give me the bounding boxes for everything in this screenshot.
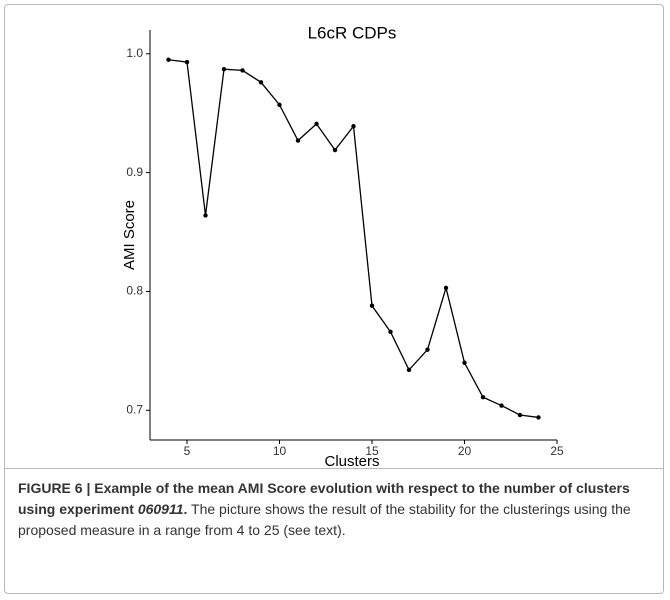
chart: L6cR CDPs Clusters AMI Score 0.7 0.8 0.9 1.… [121, 23, 564, 470]
y-tick-label: 0.9 [126, 165, 143, 179]
series-line [168, 59, 539, 419]
point [517, 412, 523, 418]
caption-experiment: 060911 [137, 501, 184, 517]
point [203, 213, 208, 218]
x-tick-label: 25 [550, 444, 564, 458]
point [221, 67, 227, 72]
point [277, 102, 282, 108]
point [369, 303, 375, 308]
x-tick-label: 15 [365, 444, 379, 458]
x-axis-label: Clusters [324, 453, 379, 470]
x-tick-label: 5 [184, 444, 191, 458]
point [499, 403, 504, 408]
x-tick-label: 20 [458, 444, 472, 458]
y-tick-label: 1.0 [126, 46, 143, 60]
point [184, 59, 190, 65]
caption-lead-end: . [183, 501, 188, 517]
point [258, 80, 264, 85]
point [462, 360, 467, 365]
caption: FIGURE 6 | Example of the mean AMI Score… [18, 478, 654, 541]
figure-frame [4, 4, 664, 594]
y-axis-label: AMI Score [121, 200, 138, 270]
caption-lead: FIGURE 6 | Example of the mean AMI Score… [18, 480, 630, 517]
point [388, 329, 393, 335]
chart-title: L6cR CDPs [308, 23, 397, 42]
point [332, 147, 338, 153]
y-tick-label: 0.7 [126, 402, 143, 416]
caption-text: The picture shows the result of the stab… [18, 501, 631, 538]
point [480, 395, 486, 400]
point [351, 124, 356, 129]
x-tick-label: 10 [273, 444, 287, 458]
point [240, 68, 245, 73]
y-tick-label: 0.8 [126, 284, 143, 298]
point [295, 138, 301, 143]
point [443, 285, 449, 291]
point [425, 347, 430, 352]
caption-rule [4, 468, 664, 469]
point [536, 415, 541, 420]
point [314, 121, 319, 127]
point [166, 57, 171, 62]
point [406, 367, 412, 373]
